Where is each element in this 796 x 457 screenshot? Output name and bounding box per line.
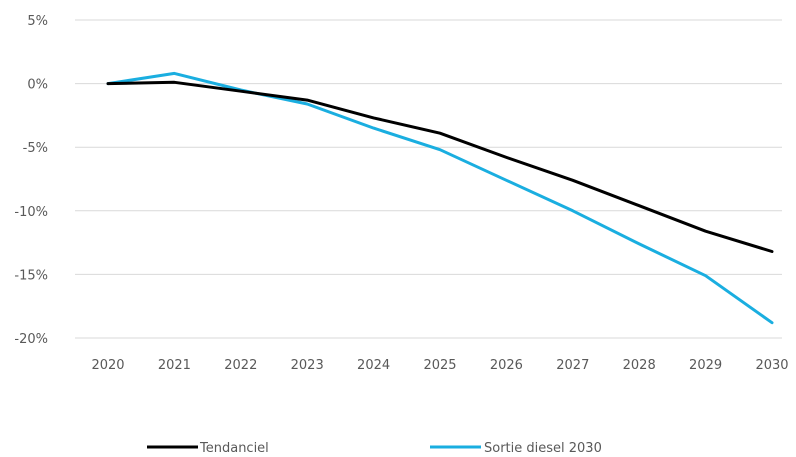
x-tick-label: 2029 (689, 358, 722, 373)
x-tick-label: 2025 (423, 358, 456, 373)
y-tick-label: -20% (14, 332, 48, 347)
x-tick-label: 2030 (755, 358, 788, 373)
x-tick-label: 2022 (224, 358, 257, 373)
y-axis: 5% 0% -5% -10% -15% -20% (14, 14, 48, 347)
y-tick-label: -15% (14, 268, 48, 283)
y-tick-label: -10% (14, 205, 48, 220)
x-axis: 2020 2021 2022 2023 2024 2025 2026 2027 2028 2029… (91, 358, 788, 373)
x-tick-label: 2027 (556, 358, 589, 373)
series-line-tendanciel (106, 80, 774, 253)
series-line-sortie-diesel-2030 (106, 71, 774, 325)
x-tick-label: 2028 (623, 358, 656, 373)
legend-label-tendanciel: Tendanciel (199, 441, 269, 456)
y-tick-label: -5% (23, 141, 48, 156)
y-tick-label: 5% (27, 14, 48, 29)
y-tick-label: 0% (27, 78, 48, 93)
series-lines (106, 71, 774, 325)
gridlines (75, 19, 782, 339)
legend-label-sortie-diesel-2030: Sortie diesel 2030 (484, 441, 602, 456)
x-tick-label: 2023 (291, 358, 324, 373)
x-tick-label: 2020 (91, 358, 124, 373)
x-tick-label: 2026 (490, 358, 523, 373)
legend: Tendanciel Sortie diesel 2030 (147, 441, 602, 456)
x-tick-label: 2021 (158, 358, 191, 373)
x-tick-label: 2024 (357, 358, 390, 373)
